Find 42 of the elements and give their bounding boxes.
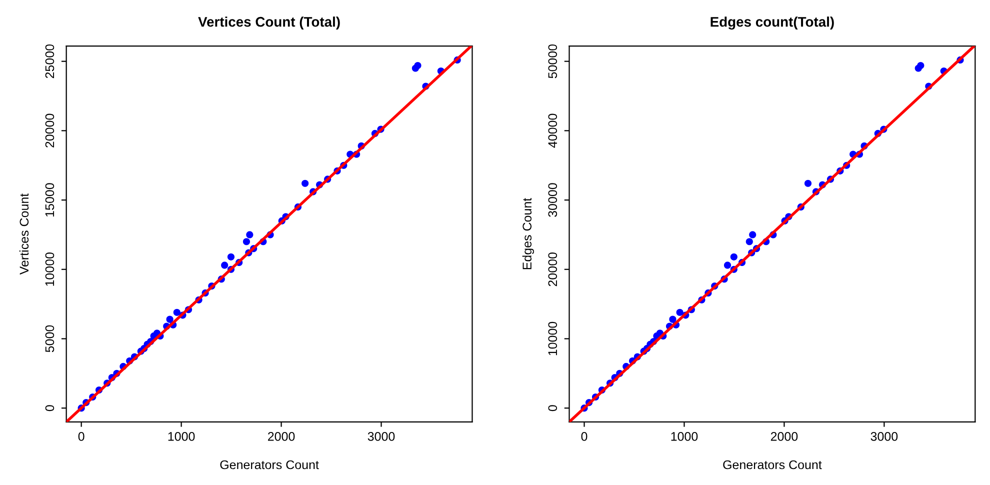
y-tick-label: 0 [548,405,558,412]
y-tick-label: 40000 [548,114,558,148]
y-tick-label: 5000 [45,325,54,352]
y-tick-label: 50000 [548,44,558,78]
point [242,238,250,246]
x-tick-label: 1000 [671,432,698,441]
y-tick-label: 10000 [548,322,558,356]
y-axis-title: Edges Count [522,198,534,270]
x-axis-title: Generators Count [723,460,822,470]
x-tick-label: 0 [581,432,588,441]
y-tick-label: 0 [45,405,54,412]
y-tick-label: 20000 [548,252,558,286]
x-axis-title: Generators Count [220,460,319,470]
point [669,316,676,323]
point [917,62,924,70]
point [173,308,180,316]
y-tick-label: 15000 [45,183,54,216]
x-tick-label: 2000 [268,432,295,441]
x-tick-label: 3000 [870,432,898,441]
x-tick-label: 3000 [368,432,395,441]
point [724,262,732,269]
y-tick-label: 20000 [45,114,54,148]
x-tick-label: 2000 [770,432,798,441]
point [746,238,753,246]
point [676,308,684,316]
y-tick-label: 30000 [548,183,558,217]
y-tick-label: 25000 [45,44,54,78]
point [246,231,254,238]
point [221,262,228,269]
x-tick-label: 0 [78,432,84,441]
point [414,62,422,70]
point [166,316,174,323]
y-axis-title: Vertices Count [19,193,29,275]
chart-title: Edges count(Total) [710,16,834,30]
x-tick-label: 1000 [168,432,195,441]
point [302,180,309,187]
y-tick-label: 10000 [45,252,54,286]
point [804,180,812,187]
point [749,231,756,238]
chart-title: Vertices Count (Total) [198,16,340,30]
point [730,253,738,260]
point [227,253,235,260]
